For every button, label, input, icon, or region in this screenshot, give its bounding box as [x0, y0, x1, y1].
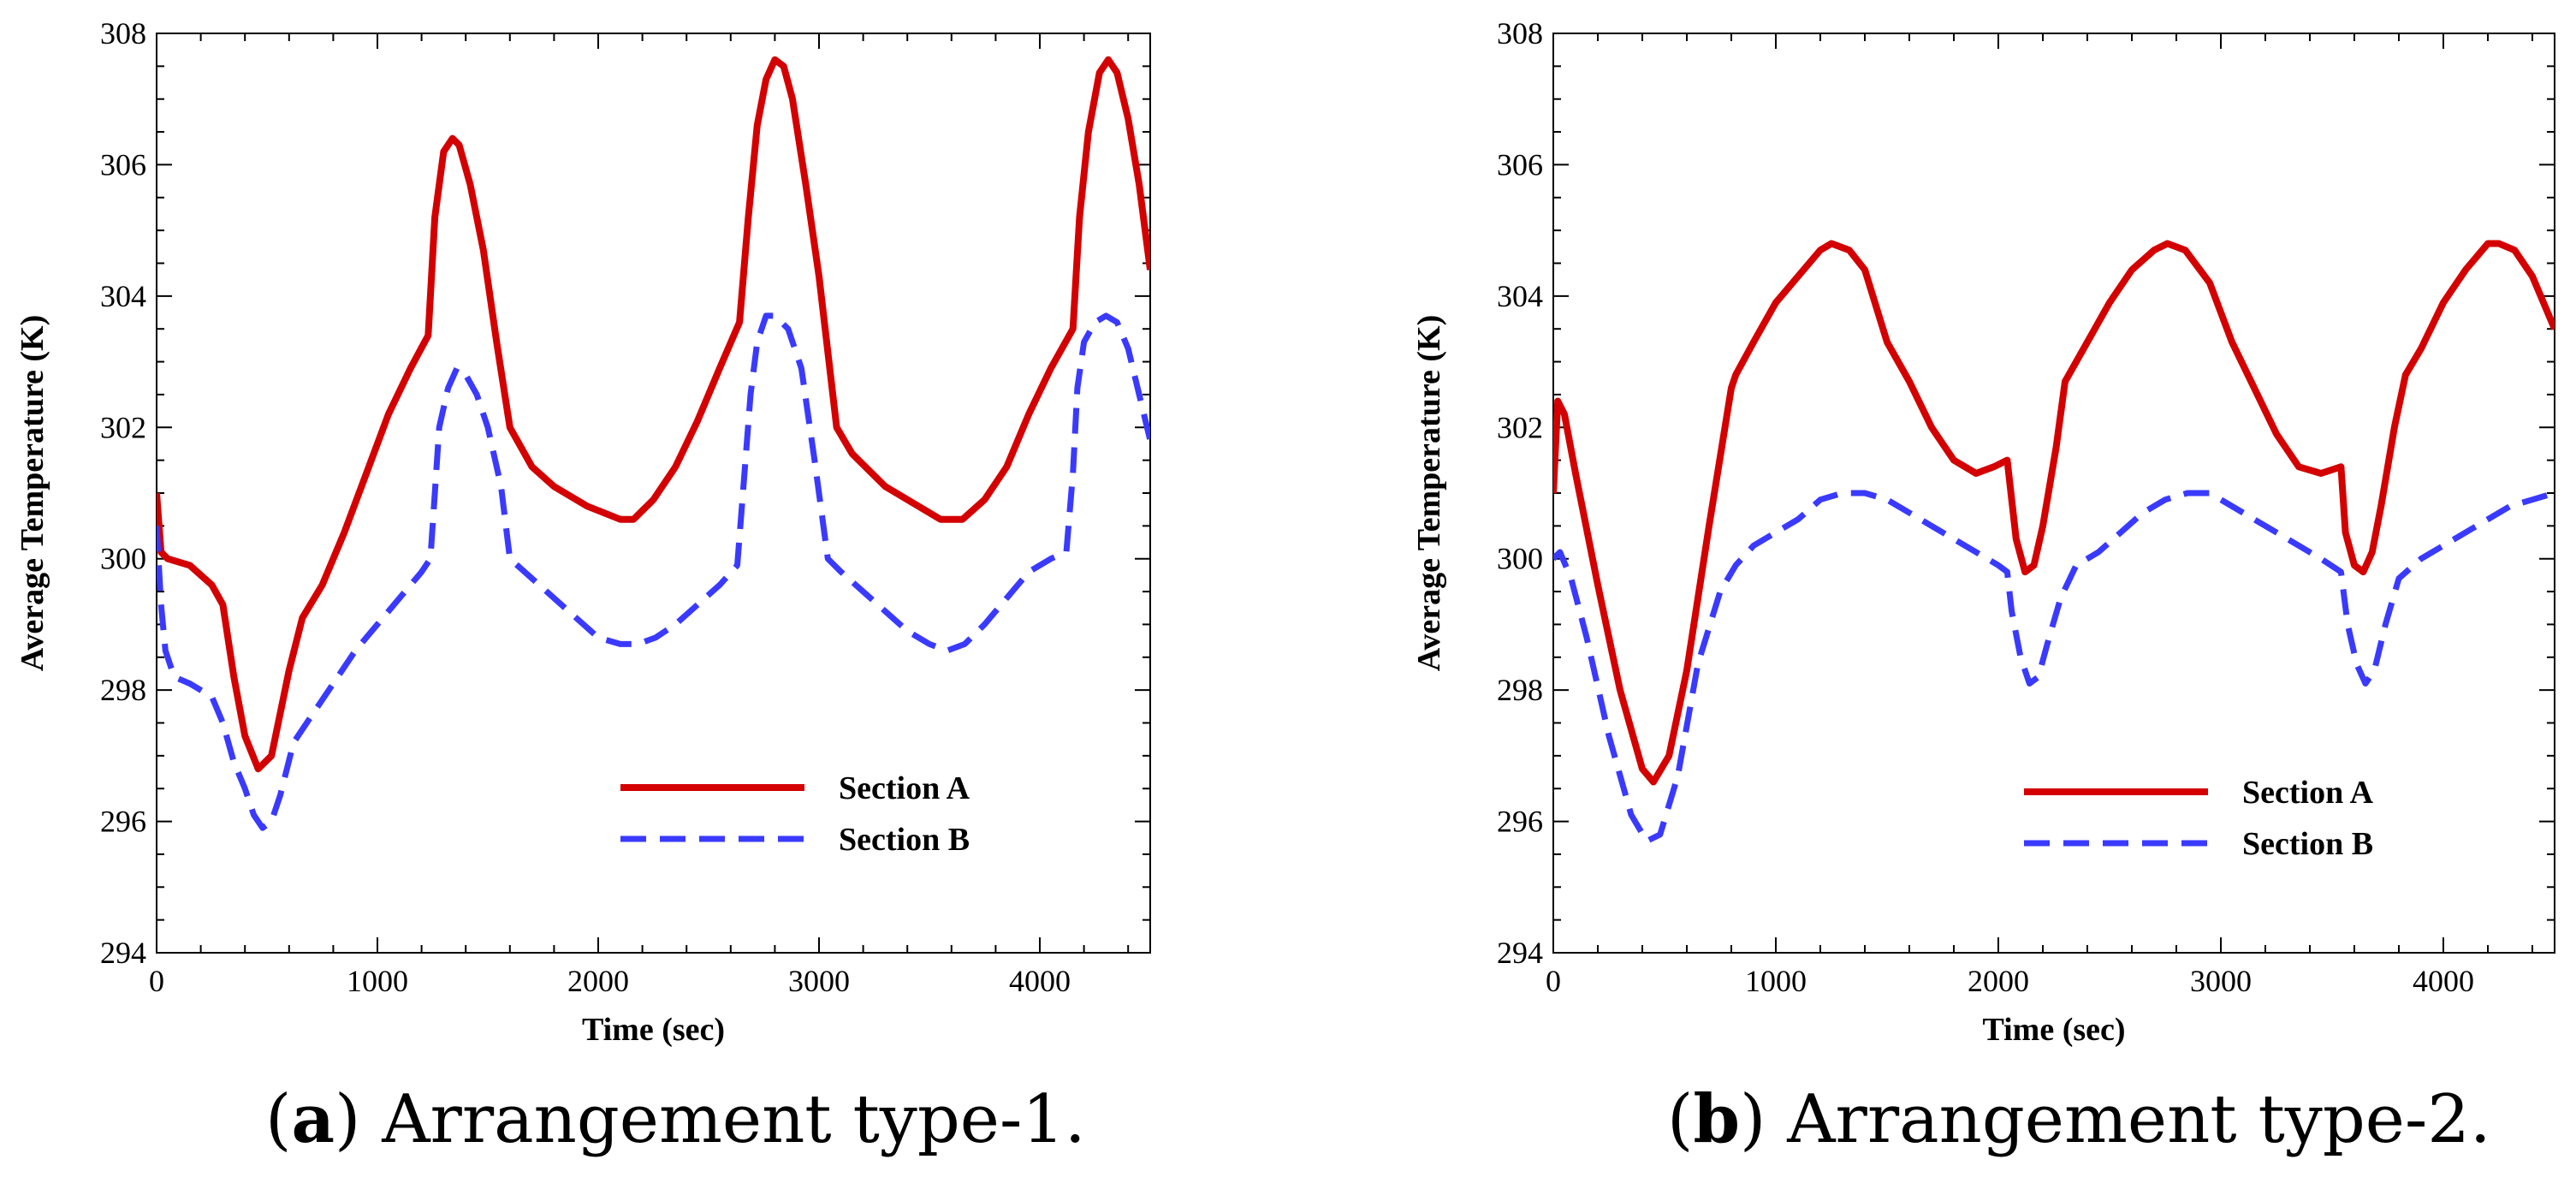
- x-tick-label: 0: [1546, 964, 1561, 998]
- legend-label-section-b: Section B: [2242, 826, 2373, 862]
- x-tick-label: 2000: [567, 964, 629, 998]
- caption-b: (b) Arrangement type-2.: [1667, 1080, 2491, 1158]
- plot-frame: [156, 33, 1151, 954]
- caption-b-label: b: [1693, 1080, 1740, 1158]
- chart-a-svg: 0 1000 2000 3000 4000 294 296 298 300 302 304 306 30…: [15, 16, 1151, 1048]
- y-tick-label: 302: [1497, 410, 1543, 444]
- caption-a-text: Arrangement type-1.: [360, 1081, 1086, 1158]
- legend-label-section-a: Section A: [839, 770, 970, 806]
- y-axis-title: Average Temperature (K): [1411, 315, 1447, 671]
- x-tick-label: 3000: [788, 964, 850, 998]
- y-tick-label: 300: [100, 542, 146, 576]
- y-tick-label: 294: [100, 936, 146, 970]
- caption-a: (a) Arrangement type-1.: [265, 1080, 1086, 1158]
- y-tick-label: 306: [1497, 147, 1543, 181]
- y-tick-label: 294: [1497, 936, 1543, 970]
- x-axis-title: Time (sec): [582, 1012, 725, 1048]
- plot-frame: [1552, 33, 2555, 954]
- x-tick-label: 1000: [347, 964, 408, 998]
- y-tick-label: 308: [100, 16, 146, 51]
- series-line-section-a: [1553, 240, 2555, 786]
- y-tick-label: 300: [1497, 542, 1543, 576]
- y-tick-label: 304: [100, 279, 146, 313]
- x-tick-label: 0: [149, 964, 164, 998]
- y-tick-label: 304: [1497, 279, 1543, 313]
- series-line-section-a: [157, 56, 1150, 773]
- legend-label-section-a: Section A: [2242, 775, 2374, 811]
- caption-a-label: a: [291, 1080, 335, 1158]
- series-line-section-b: [157, 312, 1150, 831]
- y-tick-label: 298: [100, 673, 146, 707]
- y-tick-label: 308: [1497, 16, 1543, 51]
- x-tick-label: 4000: [1009, 964, 1071, 998]
- y-tick-label: 296: [100, 805, 146, 839]
- series-line-section-b: [1553, 490, 2555, 845]
- x-tick-label: 3000: [2190, 964, 2252, 998]
- x-tick-label: 4000: [2413, 964, 2474, 998]
- chart-panel-b: 0 1000 2000 3000 4000 294 296 298 300 302 304 306 30…: [1288, 0, 2576, 1061]
- x-tick-label: 1000: [1745, 964, 1807, 998]
- caption-b-text: Arrangement type-2.: [1766, 1081, 2491, 1158]
- y-tick-label: 306: [100, 147, 146, 181]
- chart-b-svg: 0 1000 2000 3000 4000 294 296 298 300 302 304 306 30…: [1411, 16, 2555, 1048]
- y-axis-title: Average Temperature (K): [15, 315, 50, 671]
- y-tick-label: 298: [1497, 673, 1543, 707]
- chart-panel-a: 0 1000 2000 3000 4000 294 296 298 300 302 304 306 30…: [0, 0, 1288, 1061]
- x-axis-title: Time (sec): [1982, 1012, 2125, 1048]
- y-tick-label: 296: [1497, 805, 1543, 839]
- y-tick-label: 302: [100, 410, 146, 444]
- x-tick-label: 2000: [1968, 964, 2029, 998]
- legend-label-section-b: Section B: [839, 822, 970, 858]
